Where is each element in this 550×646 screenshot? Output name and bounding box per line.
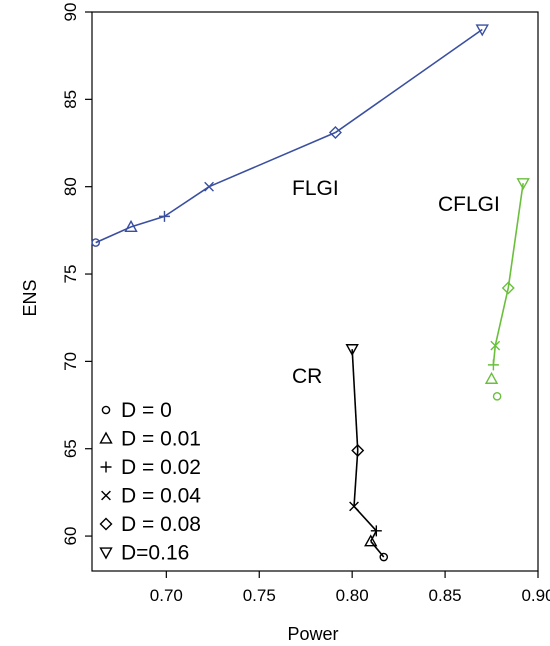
series-cflgi [484, 178, 530, 401]
series-line-segment [507, 183, 524, 289]
x-axis-title: Power [287, 624, 338, 644]
data-point-marker [370, 525, 382, 537]
legend-marker-diamond [99, 517, 113, 531]
legend: D = 0 D = 0.01 D = 0.02 D = 0.04 D = 0.08 D=0… [99, 399, 201, 565]
x-tick-label: 0.85 [429, 586, 462, 605]
axis-ticks: 0.70 0.75 0.80 0.85 0.90 60 65 70 75 80 85 90 [61, 3, 550, 605]
data-point-marker [501, 281, 515, 295]
data-point-marker [328, 126, 342, 140]
legend-label: D = 0.08 [121, 513, 201, 536]
series-line-segment [208, 131, 336, 188]
data-point-marker [91, 238, 101, 247]
data-point-marker [351, 443, 365, 457]
series-line-segment [164, 186, 210, 218]
y-tick-label: 85 [61, 90, 80, 109]
y-tick-label: 65 [61, 439, 80, 458]
data-point-marker [158, 210, 170, 222]
data-point-marker [487, 359, 499, 371]
legend-label: D = 0 [121, 399, 172, 422]
series-line-segment [494, 287, 510, 346]
data-point-marker [349, 501, 359, 512]
series-label-flgi: FLGI [292, 177, 339, 200]
data-point-marker [516, 178, 530, 191]
series-line-segment [334, 28, 483, 134]
y-tick-label: 90 [61, 3, 80, 22]
x-tick-label: 0.80 [336, 586, 369, 605]
plot-frame [91, 11, 539, 572]
data-point-marker [124, 219, 138, 232]
data-point-marker [204, 181, 214, 192]
data-point-marker [484, 371, 499, 384]
legend-marker-cross [101, 490, 111, 501]
data-point-marker [475, 24, 489, 37]
x-tick-label: 0.90 [521, 586, 550, 605]
legend-label: D=0.16 [121, 542, 189, 565]
x-tick-label: 0.75 [243, 586, 276, 605]
series-cr [345, 344, 389, 562]
legend-label: D = 0.02 [121, 456, 201, 479]
y-axis-title: ENS [20, 279, 40, 316]
data-point-marker [490, 340, 501, 351]
x-tick-label: 0.70 [150, 586, 183, 605]
y-tick-label: 75 [61, 265, 80, 284]
series-line-segment [95, 226, 132, 244]
legend-marker-triangle-up [99, 431, 113, 444]
series-line-segment [130, 215, 165, 228]
series-line-segment [353, 450, 359, 507]
series-flgi [91, 24, 489, 247]
legend-marker-plus [100, 461, 112, 473]
y-tick-label: 60 [61, 527, 80, 546]
data-point-marker [492, 392, 502, 401]
series-line-segment [370, 530, 378, 542]
data-point-marker [345, 344, 359, 357]
legend-marker-circle [101, 405, 111, 415]
y-tick-label: 80 [61, 177, 80, 196]
series-label-cr: CR [292, 365, 322, 388]
legend-label: D = 0.04 [121, 485, 201, 508]
legend-marker-triangle-down [99, 547, 113, 560]
y-tick-label: 70 [61, 352, 80, 371]
legend-label: D = 0.01 [121, 428, 201, 451]
series-line-segment [351, 349, 359, 451]
data-point-marker [379, 552, 389, 562]
series-layer [91, 24, 530, 562]
data-point-marker [364, 534, 378, 547]
series-label-cflgi: CFLGI [438, 193, 500, 216]
